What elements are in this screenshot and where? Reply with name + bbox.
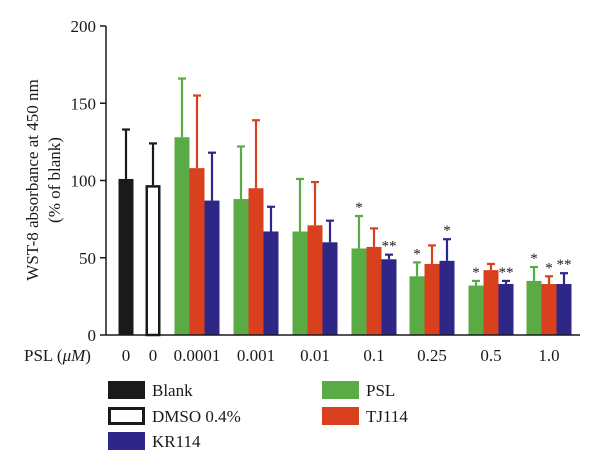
bar (248, 188, 264, 335)
bar (189, 168, 205, 335)
y-tick-label: 0 (88, 326, 97, 345)
bar-group (118, 128, 134, 335)
bar (556, 284, 572, 335)
significance-marker: * (545, 260, 553, 276)
bar (366, 246, 382, 335)
legend: Blank DMSO 0.4% KR114 PSL TJ114 (108, 381, 408, 451)
y-axis-title-line1: WST-8 absorbance at 450 nm (23, 79, 42, 280)
x-tick-label: 0.5 (480, 346, 501, 365)
bar (409, 276, 425, 335)
x-tick-label: 0.001 (237, 346, 275, 365)
legend-item: PSL (322, 381, 395, 400)
bar (468, 285, 484, 335)
x-axis-title-suffix: ) (85, 346, 91, 365)
bar (381, 259, 397, 335)
y-tick-label: 100 (71, 172, 97, 191)
x-axis-tick-labels: 0 0 0.0001 0.001 0.01 0.1 0.25 0.5 1.0 (122, 346, 560, 365)
y-axis-title: WST-8 absorbance at 450 nm (% of blank) (23, 79, 64, 280)
bar (424, 263, 440, 335)
legend-label: Blank (152, 381, 193, 400)
bar (174, 137, 190, 335)
bar (145, 185, 161, 337)
significance-marker: * (530, 251, 538, 267)
significance-marker: ** (557, 257, 572, 273)
significance-marker: ** (382, 239, 397, 255)
bar (351, 248, 367, 335)
bar (322, 242, 338, 335)
bar-group: *** (468, 262, 514, 335)
bar-groups: *** *** **** ** (118, 77, 572, 337)
bar (233, 199, 249, 335)
bar (118, 178, 134, 335)
legend-swatch (108, 432, 145, 450)
x-tick-label: 0.01 (300, 346, 330, 365)
x-axis-title: PSL (μM) (24, 346, 91, 365)
legend-item: KR114 (108, 432, 201, 451)
bar-group: ** ** (526, 251, 572, 335)
bar (526, 280, 542, 335)
bar-group: ** (409, 223, 455, 335)
y-axis-title-line2: (% of blank) (45, 137, 64, 223)
y-axis-ticks: 0 50 100 150 200 (71, 17, 106, 345)
legend-swatch (108, 381, 145, 399)
legend-item: TJ114 (322, 407, 408, 426)
bar (292, 231, 308, 335)
significance-marker: ** (499, 265, 514, 281)
bar (483, 270, 499, 335)
bar-group (174, 77, 220, 335)
x-axis-title-prefix: PSL ( (24, 346, 63, 365)
significance-marker: * (472, 265, 480, 281)
bar-group (145, 142, 161, 337)
x-tick-label: 0 (122, 346, 131, 365)
bar-group: *** (351, 200, 397, 335)
bar (204, 200, 220, 335)
legend-label: KR114 (152, 432, 201, 451)
legend-item: Blank (108, 381, 193, 400)
bar-group (292, 177, 338, 335)
x-tick-label: 0.25 (417, 346, 447, 365)
y-tick-label: 150 (71, 94, 97, 113)
significance-marker: * (443, 223, 451, 239)
bar (263, 231, 279, 335)
bar (307, 225, 323, 335)
legend-label: DMSO 0.4% (152, 407, 241, 426)
significance-marker: * (355, 200, 363, 216)
bar-group (233, 119, 279, 335)
legend-swatch (108, 407, 145, 425)
legend-label: TJ114 (366, 407, 408, 426)
y-tick-label: 50 (79, 249, 96, 268)
x-tick-label: 1.0 (538, 346, 559, 365)
legend-swatch (322, 407, 359, 425)
legend-label: PSL (366, 381, 395, 400)
legend-item: DMSO 0.4% (108, 407, 241, 426)
x-tick-label: 0 (149, 346, 158, 365)
bar (439, 260, 455, 335)
significance-marker: * (413, 246, 421, 262)
x-axis-title-unit: μM (62, 346, 87, 365)
legend-swatch (322, 381, 359, 399)
bar (498, 284, 514, 335)
bar (541, 284, 557, 335)
x-tick-label: 0.0001 (174, 346, 221, 365)
x-tick-label: 0.1 (363, 346, 384, 365)
y-tick-label: 200 (71, 17, 97, 36)
